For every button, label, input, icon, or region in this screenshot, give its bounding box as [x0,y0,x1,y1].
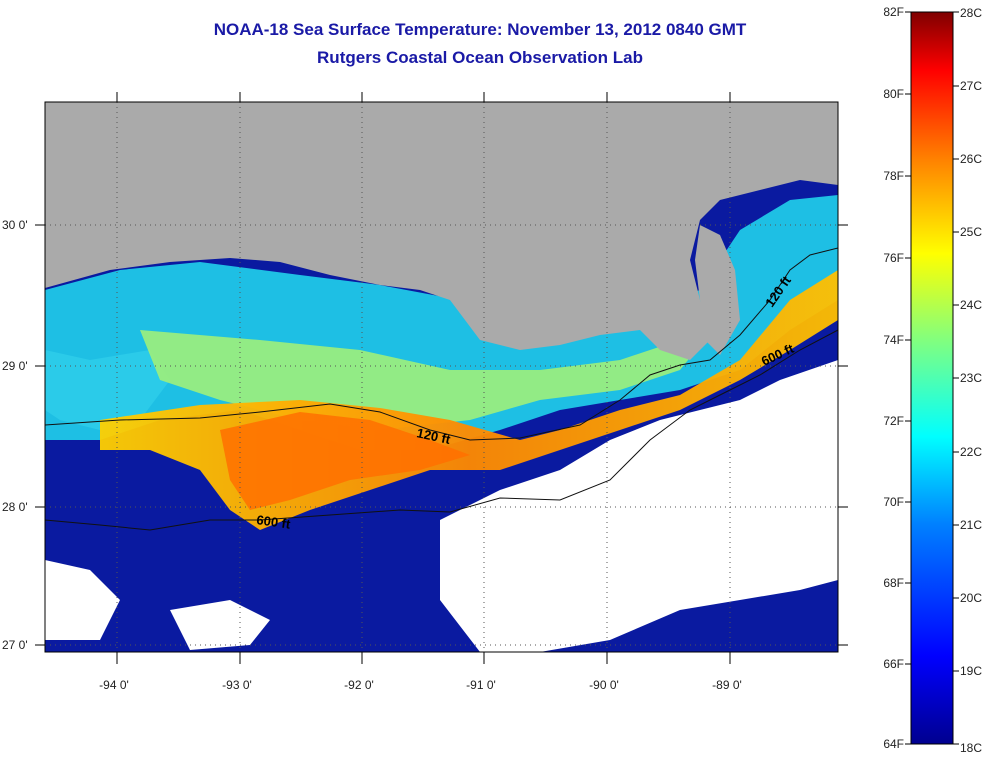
lon-label-92: -92 0' [344,678,374,692]
colorbar-f-64: 64F [883,737,904,751]
graticule [45,102,838,652]
cloud-mask-south [170,600,270,650]
contour-600ft [45,329,838,531]
lat-label-28: 28 0' [2,500,28,514]
lat-label-29: 29 0' [2,359,28,373]
colorbar-f-70: 70F [883,495,904,509]
colorbar-f-72: 72F [883,414,904,428]
map-title: NOAA-18 Sea Surface Temperature: Novembe… [213,20,747,39]
map-subtitle: Rutgers Coastal Ocean Observation Lab [317,48,643,67]
colorbar-c-25: 25C [960,225,982,239]
colorbar-f-68: 68F [883,576,904,590]
cloud-mask-southwest [45,560,120,640]
land-mississippi-delta [695,225,740,355]
contour-120ft [45,247,838,441]
colorbar-f-78: 78F [883,169,904,183]
lat-label-30: 30 0' [2,218,28,232]
colorbar-c-27: 27C [960,79,982,93]
colorbar-f-76: 76F [883,251,904,265]
lon-label-94: -94 0' [99,678,129,692]
lon-label-91: -91 0' [466,678,496,692]
warm-core [220,412,470,510]
lat-label-27: 27 0' [2,638,28,652]
colorbar-c-21: 21C [960,518,982,532]
colorbar-f-74: 74F [883,333,904,347]
colorbar-c-23: 23C [960,371,982,385]
colorbar [910,11,954,745]
colorbar-f-66: 66F [883,657,904,671]
colorbar-c-20: 20C [960,591,982,605]
cloud-mask-center [440,360,838,652]
colorbar-c-18: 18C [960,741,982,755]
contour-label-120ft-a: 120 ft [415,425,452,447]
lon-label-89: -89 0' [712,678,742,692]
colorbar-c-22: 22C [960,445,982,459]
map-frame [44,101,839,653]
colorbar-c-26: 26C [960,152,982,166]
land-louisiana-texas [45,102,838,360]
lon-label-90: -90 0' [589,678,619,692]
colorbar-ticks [905,11,959,745]
axis-ticks [35,92,848,664]
colorbar-c-24: 24C [960,298,982,312]
colorbar-c-19: 19C [960,664,982,678]
contour-label-600ft-a: 600 ft [256,512,292,532]
colorbar-f-82: 82F [883,5,904,19]
colorbar-f-80: 80F [883,87,904,101]
colorbar-c-28: 28C [960,6,982,20]
lon-label-93: -93 0' [222,678,252,692]
